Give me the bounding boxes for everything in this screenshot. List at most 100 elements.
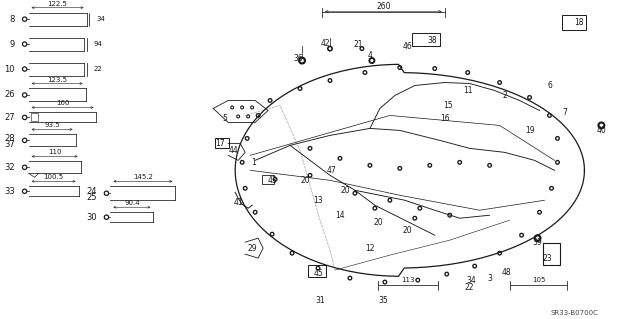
Circle shape (246, 115, 250, 118)
Text: 38: 38 (427, 36, 436, 45)
Text: 29: 29 (247, 244, 257, 253)
Circle shape (399, 167, 401, 169)
Text: 11: 11 (463, 86, 472, 95)
Circle shape (364, 71, 366, 74)
Circle shape (547, 113, 552, 118)
Bar (262, 175, 274, 184)
Circle shape (487, 163, 492, 168)
Circle shape (329, 79, 331, 82)
Circle shape (22, 165, 28, 170)
Text: 40: 40 (596, 126, 606, 135)
Text: 113: 113 (401, 277, 415, 283)
Circle shape (527, 95, 532, 100)
Text: 8: 8 (10, 15, 15, 24)
Circle shape (549, 186, 554, 191)
Circle shape (497, 251, 502, 256)
Circle shape (255, 113, 260, 118)
Circle shape (231, 107, 233, 108)
Circle shape (397, 65, 403, 70)
Text: 44: 44 (228, 146, 238, 155)
Text: SR33-B0700C: SR33-B0700C (550, 310, 598, 316)
Circle shape (387, 198, 392, 203)
Text: 20: 20 (340, 186, 349, 195)
Circle shape (309, 174, 311, 176)
Circle shape (412, 216, 417, 221)
Text: 39: 39 (532, 238, 543, 247)
Circle shape (23, 18, 26, 21)
Text: 14: 14 (335, 211, 345, 220)
Circle shape (465, 70, 470, 75)
Circle shape (499, 252, 500, 254)
Circle shape (250, 106, 254, 109)
Text: 12: 12 (365, 244, 374, 253)
Circle shape (497, 80, 502, 85)
Circle shape (417, 206, 422, 211)
Text: 27: 27 (4, 113, 15, 122)
Circle shape (105, 192, 108, 195)
Circle shape (22, 115, 28, 120)
Circle shape (413, 217, 416, 219)
Circle shape (247, 115, 249, 117)
Circle shape (445, 273, 448, 275)
Circle shape (268, 98, 273, 103)
Circle shape (369, 57, 376, 64)
Text: 34: 34 (467, 276, 477, 285)
Circle shape (240, 106, 244, 109)
Circle shape (254, 211, 256, 213)
Circle shape (488, 164, 491, 167)
Circle shape (369, 164, 371, 167)
Circle shape (239, 160, 244, 165)
Text: 21: 21 (353, 40, 363, 49)
Circle shape (308, 146, 312, 151)
Text: 260: 260 (376, 2, 390, 11)
Circle shape (538, 211, 541, 213)
Text: 20: 20 (300, 176, 310, 185)
Circle shape (361, 48, 363, 50)
Text: 47: 47 (327, 166, 337, 175)
Circle shape (362, 70, 367, 75)
Text: 33: 33 (4, 187, 15, 196)
Text: 20: 20 (373, 218, 383, 227)
Circle shape (23, 68, 26, 70)
Text: 45: 45 (313, 269, 323, 278)
Circle shape (548, 114, 550, 116)
Circle shape (555, 136, 560, 141)
Text: 19: 19 (525, 126, 534, 135)
Circle shape (257, 114, 259, 116)
Circle shape (23, 166, 26, 169)
Circle shape (337, 156, 342, 161)
Circle shape (519, 233, 524, 238)
Circle shape (269, 232, 275, 237)
Circle shape (298, 56, 306, 64)
Circle shape (349, 277, 351, 279)
Circle shape (269, 99, 271, 101)
Circle shape (22, 189, 28, 194)
Circle shape (22, 41, 28, 47)
Circle shape (399, 66, 401, 69)
Circle shape (23, 139, 26, 142)
Text: 100.5: 100.5 (44, 174, 63, 180)
Text: 105: 105 (532, 277, 545, 283)
Text: 34: 34 (97, 16, 106, 22)
Circle shape (472, 263, 477, 269)
Circle shape (520, 234, 523, 236)
Circle shape (537, 210, 542, 215)
Circle shape (298, 86, 303, 91)
Circle shape (22, 16, 28, 22)
Text: 42: 42 (320, 39, 330, 48)
Circle shape (230, 106, 234, 109)
Text: 31: 31 (315, 295, 325, 305)
Circle shape (429, 164, 431, 167)
Circle shape (22, 66, 28, 72)
Circle shape (372, 206, 378, 211)
Circle shape (104, 190, 109, 196)
Text: 15: 15 (443, 101, 452, 110)
Circle shape (241, 107, 243, 108)
Circle shape (354, 192, 356, 194)
Text: 37: 37 (4, 140, 15, 149)
Circle shape (291, 252, 293, 254)
Circle shape (449, 214, 451, 216)
Circle shape (419, 207, 421, 209)
Circle shape (360, 46, 364, 51)
Circle shape (253, 210, 258, 215)
